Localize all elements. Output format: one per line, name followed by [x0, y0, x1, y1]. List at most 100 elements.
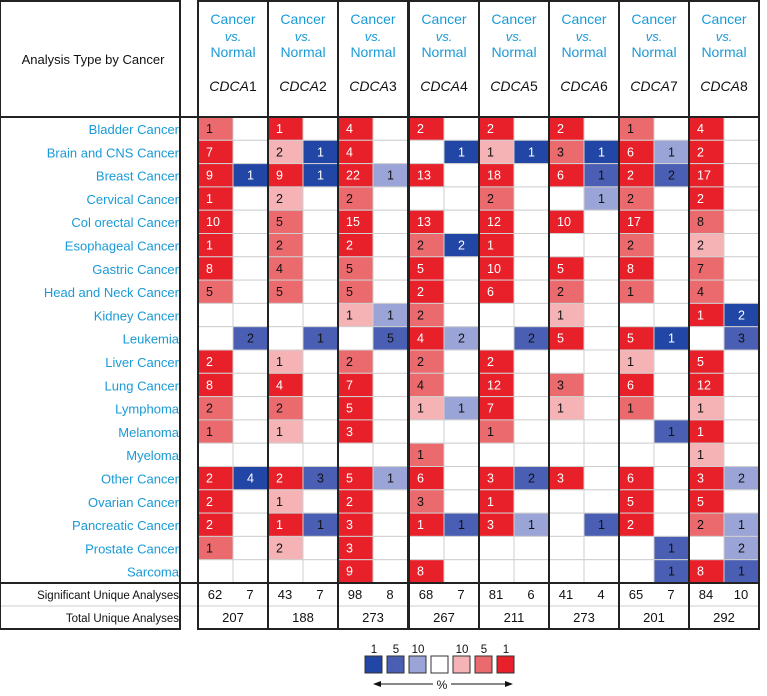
- heatmap-cell: [583, 116, 620, 141]
- heatmap-cell: [618, 419, 655, 444]
- cell-count: 1: [528, 518, 535, 532]
- heatmap-cell: [443, 163, 480, 188]
- heatmap-cell: [408, 559, 445, 584]
- heatmap-cell: [478, 302, 515, 328]
- cell-count: 1: [697, 308, 704, 322]
- cell-count: 5: [346, 472, 353, 486]
- cell-count: 2: [206, 495, 213, 509]
- header-cancer-label: Cancer: [631, 11, 676, 27]
- cell-count: 4: [697, 285, 704, 299]
- cell-count: 7: [487, 402, 494, 416]
- cell-count: 2: [697, 239, 704, 253]
- heatmap-cell: [723, 256, 760, 281]
- cell-count: 2: [627, 239, 634, 253]
- legend-unit: %: [437, 678, 448, 691]
- header-vs-label: vs.: [716, 29, 733, 44]
- header-cancer-label: Cancer: [561, 11, 606, 27]
- cell-count: 2: [738, 472, 745, 486]
- heatmap-cell: [653, 512, 690, 537]
- heatmap-cell: [372, 349, 409, 374]
- header-vs-label: vs.: [365, 29, 382, 44]
- cell-count: 18: [487, 169, 501, 183]
- heatmap-cell: [723, 139, 760, 165]
- label-column-border: [0, 0, 181, 630]
- heatmap-cell: [443, 116, 480, 141]
- header-cancer-label: Cancer: [280, 11, 325, 27]
- cell-count: 7: [206, 145, 213, 159]
- cell-count: 1: [417, 518, 424, 532]
- heatmap-cell: [443, 419, 480, 444]
- heatmap-cell: [548, 489, 585, 514]
- cell-count: 1: [668, 541, 675, 555]
- heatmap-cell: [197, 139, 234, 165]
- cell-count: 3: [346, 518, 353, 532]
- heatmap-cell: [618, 233, 655, 258]
- heatmap-cell: [232, 489, 269, 514]
- heatmap-cell: [267, 442, 304, 468]
- heatmap-cell: [302, 186, 339, 211]
- cell-count: 2: [528, 332, 535, 346]
- heatmap-cell: [583, 396, 620, 421]
- cell-count: 1: [206, 192, 213, 206]
- heatmap-cell: [408, 372, 445, 398]
- cell-count: 2: [276, 192, 283, 206]
- heatmap-cell: [197, 442, 234, 468]
- cell-count: 2: [627, 169, 634, 183]
- cell-count: 1: [317, 145, 324, 159]
- heatmap-cell: [232, 256, 269, 281]
- heatmap-cell: [267, 326, 304, 351]
- heatmap-cell: [548, 139, 585, 165]
- cell-count: 2: [276, 472, 283, 486]
- heatmap-cell: [688, 256, 725, 281]
- heatmap-cell: [337, 256, 374, 281]
- heatmap-cell: [548, 442, 585, 468]
- legend-label: 5: [481, 644, 487, 656]
- cell-count: 6: [627, 378, 634, 392]
- heatmap-cell: [302, 116, 339, 141]
- total-count: 292: [713, 610, 735, 625]
- heatmap-cell: [618, 186, 655, 211]
- heatmap-cell: [513, 349, 550, 374]
- cell-count: 6: [557, 169, 564, 183]
- heatmap-cell: [443, 279, 480, 304]
- heatmap-cell: [443, 349, 480, 374]
- heatmap-cell: [583, 559, 620, 584]
- heatmap-cell: [583, 209, 620, 234]
- gene-label: CDCA1: [209, 78, 257, 94]
- heatmap-cell: [653, 466, 690, 491]
- heatmap-cell: [548, 116, 585, 141]
- cell-count: 2: [417, 308, 424, 322]
- heatmap-cell: [618, 535, 655, 561]
- header-vs-label: vs.: [225, 29, 242, 44]
- cell-count: 5: [557, 262, 564, 276]
- cell-count: 2: [417, 285, 424, 299]
- significant-count-up: 98: [348, 587, 362, 602]
- heatmap-cell: [513, 302, 550, 328]
- heatmap-cell: [302, 442, 339, 468]
- heatmap-cell: [513, 279, 550, 304]
- heatmap-cell: [513, 256, 550, 281]
- cell-count: 1: [627, 402, 634, 416]
- cell-count: 2: [346, 239, 353, 253]
- cell-count: 5: [557, 332, 564, 346]
- significant-count-up: 81: [489, 587, 503, 602]
- cell-count: 2: [738, 308, 745, 322]
- heatmap-cell: [548, 466, 585, 491]
- cell-count: 3: [417, 495, 424, 509]
- cell-count: 4: [276, 262, 283, 276]
- cell-count: 1: [206, 122, 213, 136]
- cell-count: 13: [417, 215, 431, 229]
- cancer-type-label: Prostate Cancer: [85, 541, 180, 556]
- cancer-type-label: Other Cancer: [101, 472, 180, 487]
- cell-count: 8: [206, 262, 213, 276]
- cell-count: 5: [346, 285, 353, 299]
- cell-count: 2: [458, 332, 465, 346]
- heatmap-cell: [197, 466, 234, 491]
- heatmap-cell: [197, 256, 234, 281]
- heatmap-cell: [372, 559, 409, 584]
- cell-count: 17: [627, 215, 641, 229]
- total-analyses-label: Total Unique Analyses: [66, 613, 179, 625]
- cell-count: 4: [417, 332, 424, 346]
- heatmap-cell: [653, 279, 690, 304]
- significant-count-up: 41: [559, 587, 573, 602]
